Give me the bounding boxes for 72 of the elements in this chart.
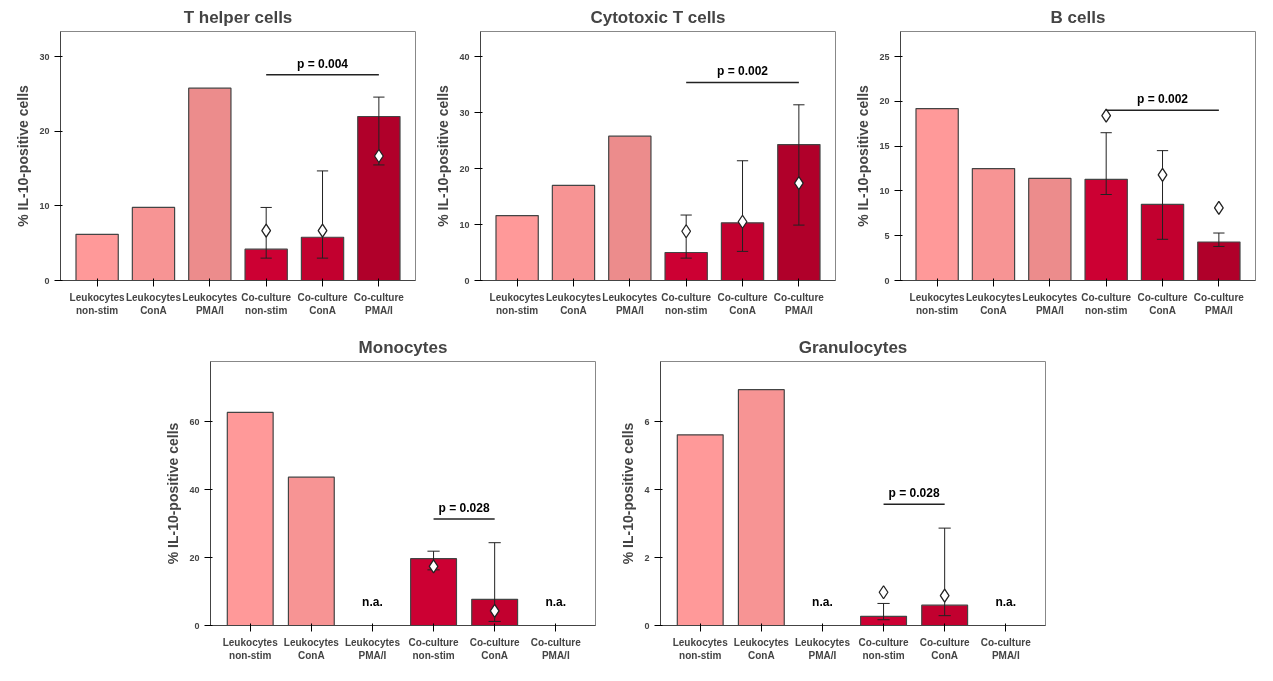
annotation: p = 0.002 — [717, 64, 769, 79]
x-tick-label: Leukocytes non-stim — [489, 291, 546, 316]
y-tick-label: 4 — [644, 484, 650, 495]
x-tick-label: Co-culture ConA — [717, 291, 768, 316]
y-tick-label: 0 — [644, 620, 650, 631]
x-tick-label: Leukocytes non-stim — [69, 291, 126, 316]
y-tick-label: 2 — [644, 552, 650, 563]
x-tick-label: Leukocytes PMA/I — [794, 636, 851, 661]
x-tick-label: Co-culture PMA/I — [1193, 291, 1245, 316]
y-axis-title: % IL-10-positive cells — [165, 422, 182, 565]
x-tick-label: Co-culture ConA — [1137, 291, 1188, 316]
x-tick-label: Leukocytes ConA — [733, 636, 790, 661]
x-tick-label: Co-culture non-stim — [858, 636, 909, 661]
annotation: p = 0.004 — [297, 56, 349, 71]
x-tick-label: Co-culture ConA — [919, 636, 971, 661]
x-tick-label: Co-culture PMA/I — [980, 636, 1032, 661]
y-axis-title: % IL-10-positive cells — [620, 422, 637, 565]
x-tick-label: Co-culture PMA/I — [530, 636, 582, 661]
x-tick-label: Leukocytes PMA/I — [344, 636, 401, 661]
y-tick-label: 0 — [464, 275, 470, 286]
y-tick-label: 10 — [459, 219, 470, 230]
y-tick-label: 10 — [39, 200, 50, 211]
chart-title: T helper cells — [183, 7, 293, 27]
x-tick-label: Co-culture PMA/I — [353, 291, 405, 316]
x-tick-label: Co-culture non-stim — [408, 636, 459, 661]
y-tick-label: 20 — [189, 552, 200, 563]
y-tick-label: 0 — [44, 275, 50, 286]
annotation: n.a. — [545, 594, 567, 609]
chart-title: B cells — [1050, 7, 1106, 27]
x-tick-label: Leukocytes ConA — [283, 636, 340, 661]
y-tick-label: 40 — [459, 51, 470, 62]
y-tick-label: 25 — [879, 51, 890, 62]
y-tick-label: 6 — [644, 416, 650, 427]
y-tick-label: 20 — [879, 96, 890, 107]
x-tick-label: Leukocytes ConA — [965, 291, 1022, 316]
y-tick-label: 0 — [194, 620, 200, 631]
y-tick-label: 10 — [879, 185, 890, 196]
y-tick-label: 0 — [884, 275, 890, 286]
annotation: p = 0.028 — [888, 486, 940, 501]
annotation: n.a. — [812, 594, 833, 609]
annotation: p = 0.028 — [438, 500, 490, 515]
y-axis-title: % IL-10-positive cells — [435, 84, 452, 227]
y-tick-label: 15 — [879, 141, 890, 152]
x-tick-label: Leukocytes PMA/I — [1022, 291, 1078, 316]
x-tick-label: Leukocytes non-stim — [222, 636, 279, 661]
y-axis-title: % IL-10-positive cells — [855, 84, 872, 227]
x-tick-label: Leukocytes PMA/I — [182, 291, 238, 316]
x-tick-label: Leukocytes non-stim — [672, 636, 729, 661]
annotation: p = 0.002 — [1137, 92, 1189, 107]
x-tick-label: Co-culture non-stim — [241, 291, 292, 316]
x-tick-label: Leukocytes PMA/I — [602, 291, 658, 316]
chart-title: Granulocytes — [798, 337, 908, 357]
annotation: n.a. — [995, 594, 1017, 609]
x-tick-label: Co-culture non-stim — [1081, 291, 1132, 316]
x-tick-label: Co-culture ConA — [297, 291, 348, 316]
x-tick-label: Leukocytes non-stim — [909, 291, 966, 316]
y-tick-label: 30 — [459, 107, 470, 118]
x-tick-label: Leukocytes ConA — [545, 291, 602, 316]
x-tick-label: Leukocytes ConA — [125, 291, 182, 316]
y-tick-label: 20 — [459, 163, 470, 174]
x-tick-label: Co-culture PMA/I — [773, 291, 825, 316]
y-tick-label: 60 — [189, 416, 200, 427]
chart-title: Monocytes — [358, 337, 448, 357]
x-tick-label: Co-culture ConA — [469, 636, 521, 661]
chart-title: Cytotoxic T cells — [590, 7, 726, 27]
annotation: n.a. — [362, 594, 383, 609]
y-tick-label: 40 — [189, 484, 200, 495]
y-axis-title: % IL-10-positive cells — [15, 84, 32, 227]
y-tick-label: 30 — [39, 51, 50, 62]
x-tick-label: Co-culture non-stim — [661, 291, 712, 316]
y-tick-label: 20 — [39, 126, 50, 137]
y-tick-label: 5 — [884, 230, 890, 241]
